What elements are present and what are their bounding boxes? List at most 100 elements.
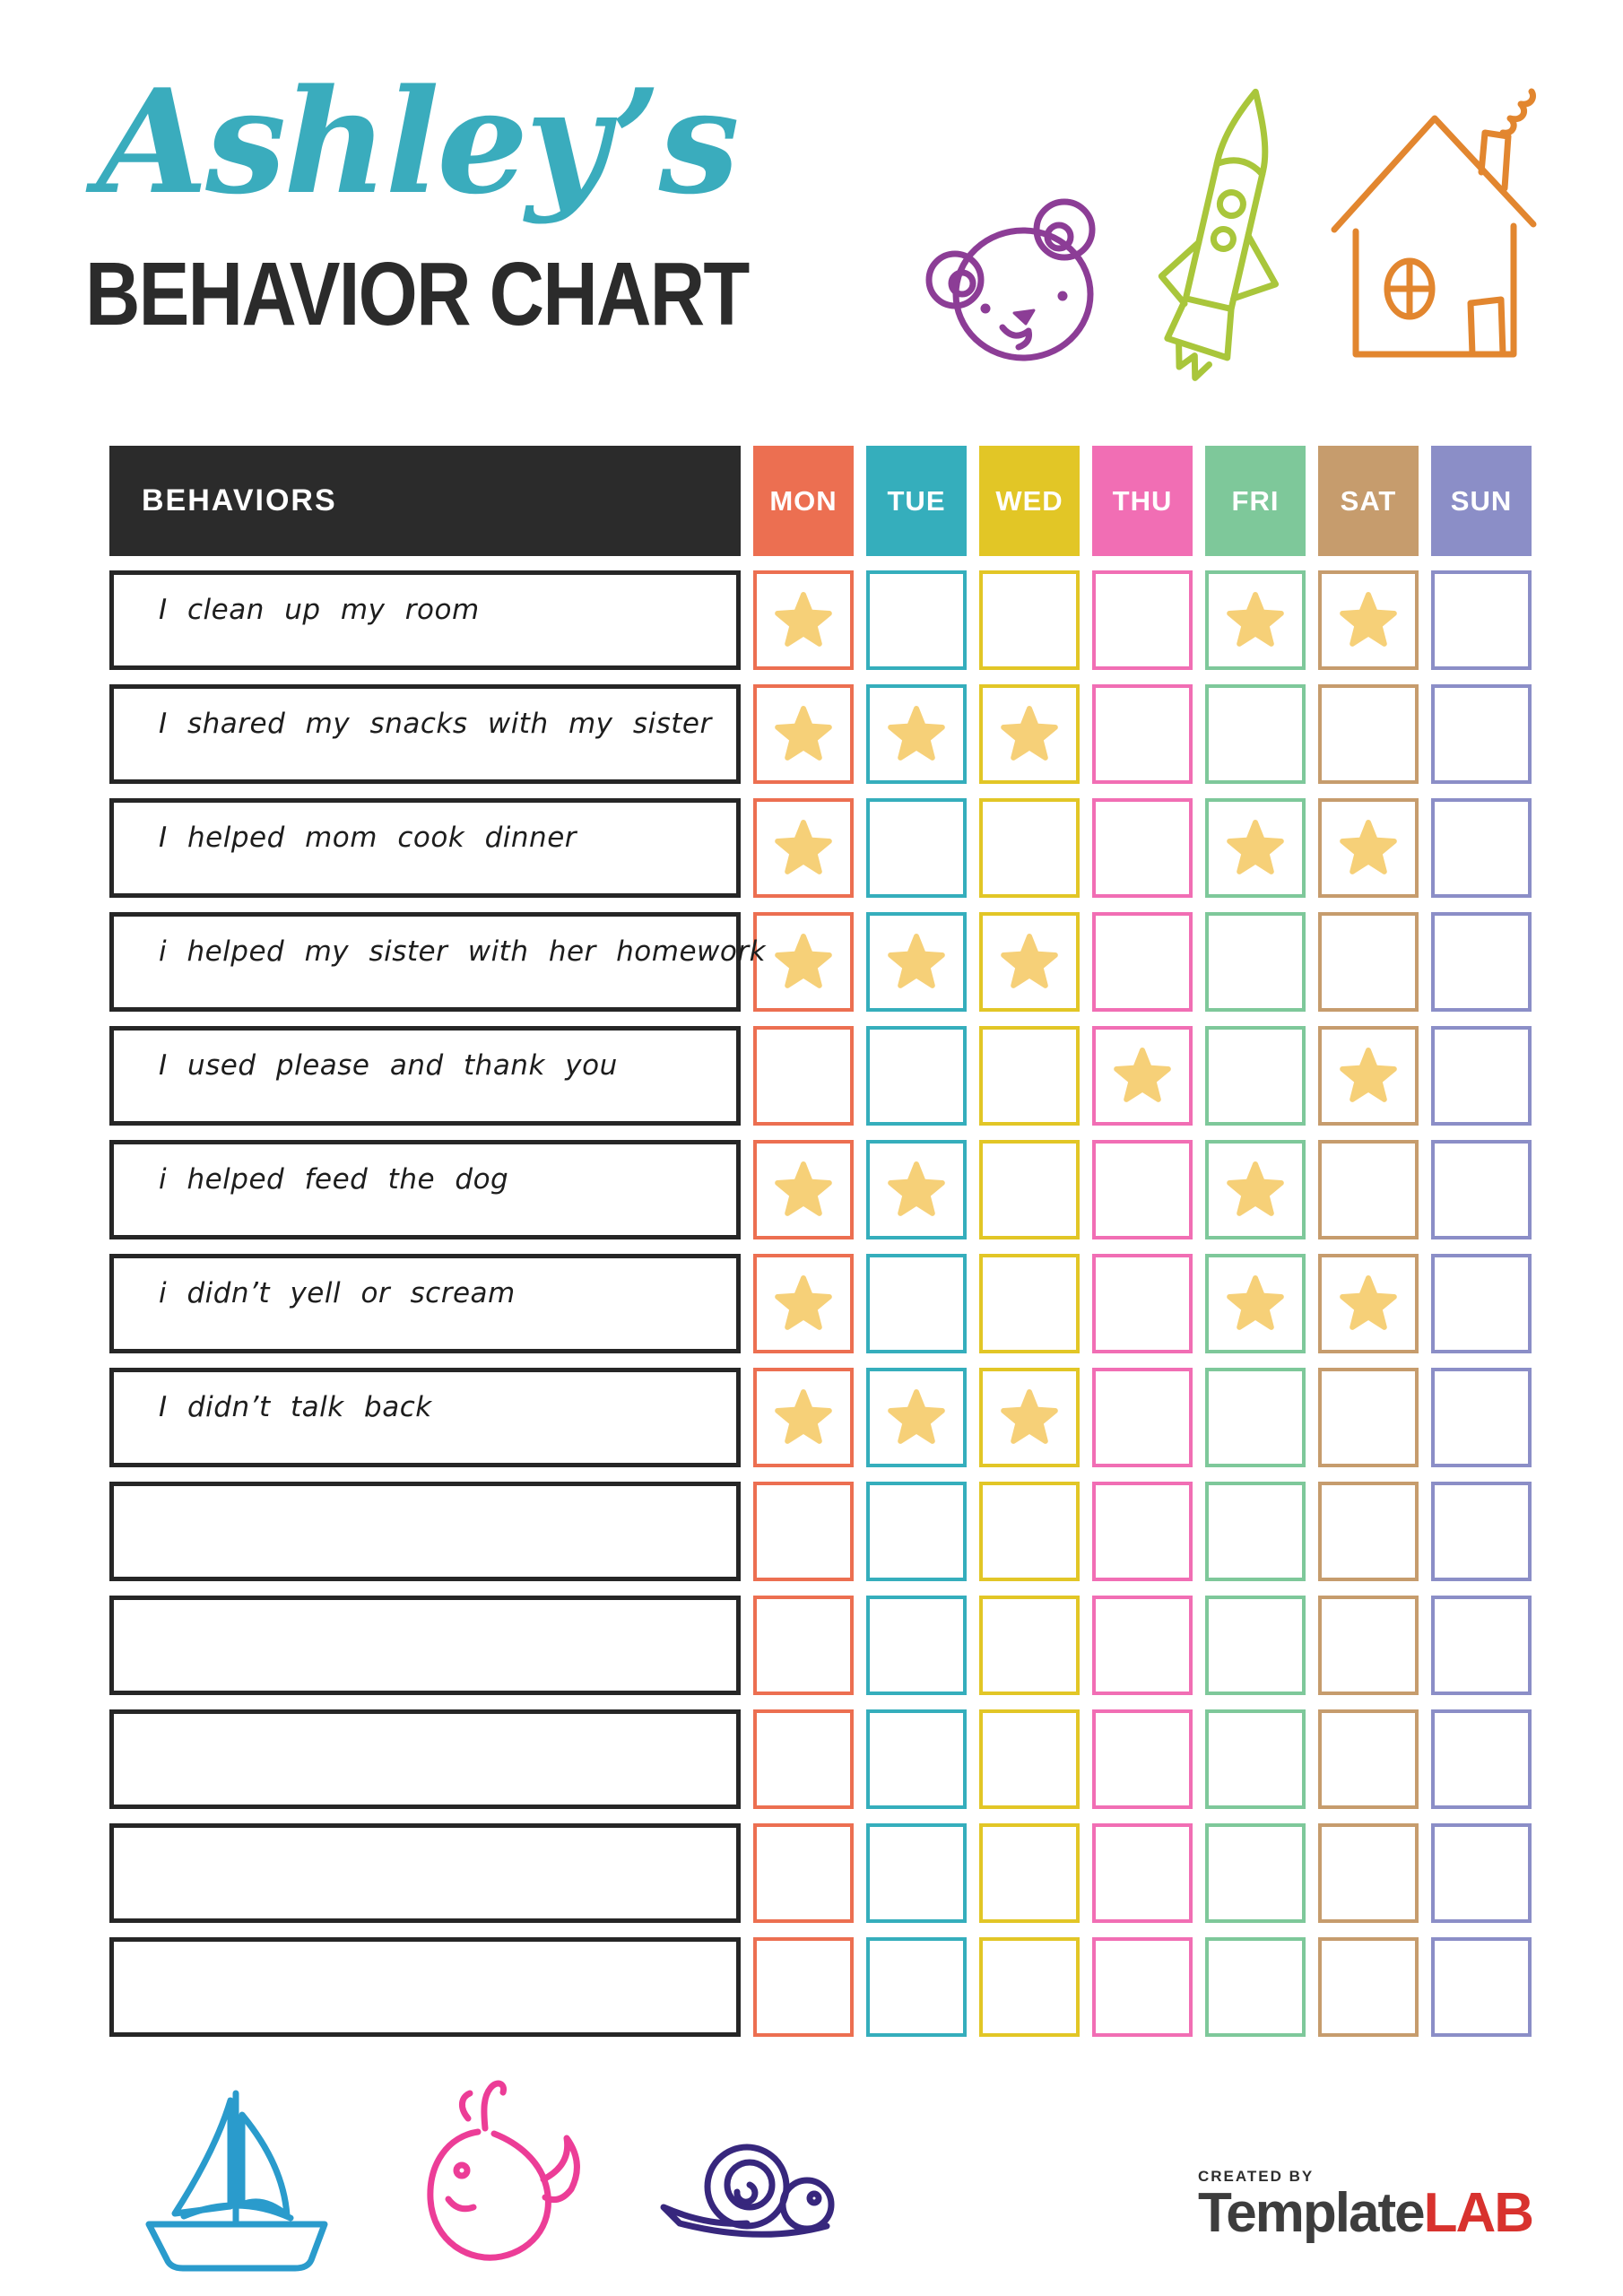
star-cell-row13-thu[interactable] — [1092, 1937, 1193, 2037]
star-cell-row11-sun[interactable] — [1431, 1709, 1532, 1809]
star-cell-row10-thu[interactable] — [1092, 1596, 1193, 1695]
star-cell-row3-thu[interactable] — [1092, 798, 1193, 898]
star-cell-row9-tue[interactable] — [866, 1482, 967, 1581]
behavior-row-label-4: i helped my sister with her homework — [109, 912, 766, 1012]
star-cell-row4-fri[interactable] — [1205, 912, 1306, 1012]
star-icon — [1001, 705, 1058, 761]
star-cell-row5-sun[interactable] — [1431, 1026, 1532, 1126]
star-cell-row6-fri[interactable] — [1205, 1140, 1306, 1239]
star-cell-row4-thu[interactable] — [1092, 912, 1193, 1012]
star-cell-row9-thu[interactable] — [1092, 1482, 1193, 1581]
star-cell-row7-sun[interactable] — [1431, 1254, 1532, 1353]
star-cell-row2-sun[interactable] — [1431, 684, 1532, 784]
star-cell-row9-sun[interactable] — [1431, 1482, 1532, 1581]
star-cell-row11-wed[interactable] — [979, 1709, 1080, 1809]
star-cell-row6-mon[interactable] — [753, 1140, 854, 1239]
star-cell-row11-sat[interactable] — [1318, 1709, 1419, 1809]
star-cell-row7-mon[interactable] — [753, 1254, 854, 1353]
star-cell-row6-sun[interactable] — [1431, 1140, 1532, 1239]
star-cell-row1-sat[interactable] — [1318, 570, 1419, 670]
star-cell-row9-fri[interactable] — [1205, 1482, 1306, 1581]
star-cell-row2-wed[interactable] — [979, 684, 1080, 784]
star-cell-row9-sat[interactable] — [1318, 1482, 1419, 1581]
star-cell-row10-wed[interactable] — [979, 1596, 1080, 1695]
star-cell-row7-fri[interactable] — [1205, 1254, 1306, 1353]
star-cell-row11-mon[interactable] — [753, 1709, 854, 1809]
star-cell-row8-sat[interactable] — [1318, 1368, 1419, 1467]
star-cell-row3-fri[interactable] — [1205, 798, 1306, 898]
star-cell-row13-mon[interactable] — [753, 1937, 854, 2037]
star-cell-row13-sat[interactable] — [1318, 1937, 1419, 2037]
star-cell-row12-fri[interactable] — [1205, 1823, 1306, 1923]
star-cell-row10-tue[interactable] — [866, 1596, 967, 1695]
star-cell-row2-tue[interactable] — [866, 684, 967, 784]
star-cell-row7-thu[interactable] — [1092, 1254, 1193, 1353]
star-cell-row13-sun[interactable] — [1431, 1937, 1532, 2037]
star-cell-row12-sun[interactable] — [1431, 1823, 1532, 1923]
star-icon — [1227, 1161, 1284, 1216]
star-cell-row4-wed[interactable] — [979, 912, 1080, 1012]
star-cell-row8-sun[interactable] — [1431, 1368, 1532, 1467]
star-cell-row6-thu[interactable] — [1092, 1140, 1193, 1239]
star-cell-row13-wed[interactable] — [979, 1937, 1080, 2037]
star-cell-row4-sun[interactable] — [1431, 912, 1532, 1012]
star-cell-row1-tue[interactable] — [866, 570, 967, 670]
star-icon — [1001, 933, 1058, 988]
star-cell-row4-sat[interactable] — [1318, 912, 1419, 1012]
star-cell-row12-wed[interactable] — [979, 1823, 1080, 1923]
star-cell-row5-sat[interactable] — [1318, 1026, 1419, 1126]
star-cell-row1-fri[interactable] — [1205, 570, 1306, 670]
star-cell-row4-mon[interactable] — [753, 912, 854, 1012]
star-cell-row6-sat[interactable] — [1318, 1140, 1419, 1239]
star-cell-row3-sat[interactable] — [1318, 798, 1419, 898]
star-cell-row1-sun[interactable] — [1431, 570, 1532, 670]
created-by-label: CREATED BY — [1198, 2168, 1315, 2185]
star-cell-row8-tue[interactable] — [866, 1368, 967, 1467]
star-cell-row10-fri[interactable] — [1205, 1596, 1306, 1695]
behavior-row-label-2: I shared my snacks with my sister — [109, 684, 741, 784]
star-cell-row12-thu[interactable] — [1092, 1823, 1193, 1923]
behavior-row-label-12 — [109, 1823, 741, 1923]
star-cell-row8-thu[interactable] — [1092, 1368, 1193, 1467]
star-cell-row5-tue[interactable] — [866, 1026, 967, 1126]
star-cell-row12-sat[interactable] — [1318, 1823, 1419, 1923]
star-cell-row1-wed[interactable] — [979, 570, 1080, 670]
star-cell-row5-mon[interactable] — [753, 1026, 854, 1126]
star-cell-row5-fri[interactable] — [1205, 1026, 1306, 1126]
star-cell-row2-thu[interactable] — [1092, 684, 1193, 784]
star-icon — [1227, 819, 1284, 874]
star-cell-row4-tue[interactable] — [866, 912, 967, 1012]
star-cell-row11-tue[interactable] — [866, 1709, 967, 1809]
star-cell-row6-tue[interactable] — [866, 1140, 967, 1239]
star-cell-row3-tue[interactable] — [866, 798, 967, 898]
star-cell-row12-mon[interactable] — [753, 1823, 854, 1923]
star-cell-row7-wed[interactable] — [979, 1254, 1080, 1353]
star-cell-row9-mon[interactable] — [753, 1482, 854, 1581]
star-cell-row3-sun[interactable] — [1431, 798, 1532, 898]
star-cell-row2-fri[interactable] — [1205, 684, 1306, 784]
star-cell-row3-mon[interactable] — [753, 798, 854, 898]
star-cell-row9-wed[interactable] — [979, 1482, 1080, 1581]
star-cell-row5-thu[interactable] — [1092, 1026, 1193, 1126]
star-cell-row8-mon[interactable] — [753, 1368, 854, 1467]
star-cell-row2-mon[interactable] — [753, 684, 854, 784]
star-cell-row5-wed[interactable] — [979, 1026, 1080, 1126]
star-cell-row12-tue[interactable] — [866, 1823, 967, 1923]
star-cell-row1-thu[interactable] — [1092, 570, 1193, 670]
day-header-sat: SAT — [1318, 446, 1419, 556]
star-cell-row8-fri[interactable] — [1205, 1368, 1306, 1467]
star-cell-row10-sun[interactable] — [1431, 1596, 1532, 1695]
star-cell-row11-fri[interactable] — [1205, 1709, 1306, 1809]
star-cell-row10-mon[interactable] — [753, 1596, 854, 1695]
star-cell-row3-wed[interactable] — [979, 798, 1080, 898]
star-cell-row6-wed[interactable] — [979, 1140, 1080, 1239]
star-cell-row13-fri[interactable] — [1205, 1937, 1306, 2037]
star-cell-row8-wed[interactable] — [979, 1368, 1080, 1467]
star-cell-row1-mon[interactable] — [753, 570, 854, 670]
star-cell-row13-tue[interactable] — [866, 1937, 967, 2037]
star-cell-row2-sat[interactable] — [1318, 684, 1419, 784]
star-cell-row7-sat[interactable] — [1318, 1254, 1419, 1353]
star-cell-row10-sat[interactable] — [1318, 1596, 1419, 1695]
star-cell-row11-thu[interactable] — [1092, 1709, 1193, 1809]
star-cell-row7-tue[interactable] — [866, 1254, 967, 1353]
